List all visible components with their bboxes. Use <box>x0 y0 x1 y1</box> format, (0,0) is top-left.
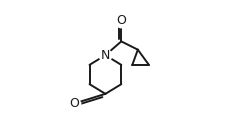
Text: N: N <box>100 49 110 62</box>
Text: O: O <box>116 14 126 27</box>
Text: O: O <box>69 97 79 110</box>
